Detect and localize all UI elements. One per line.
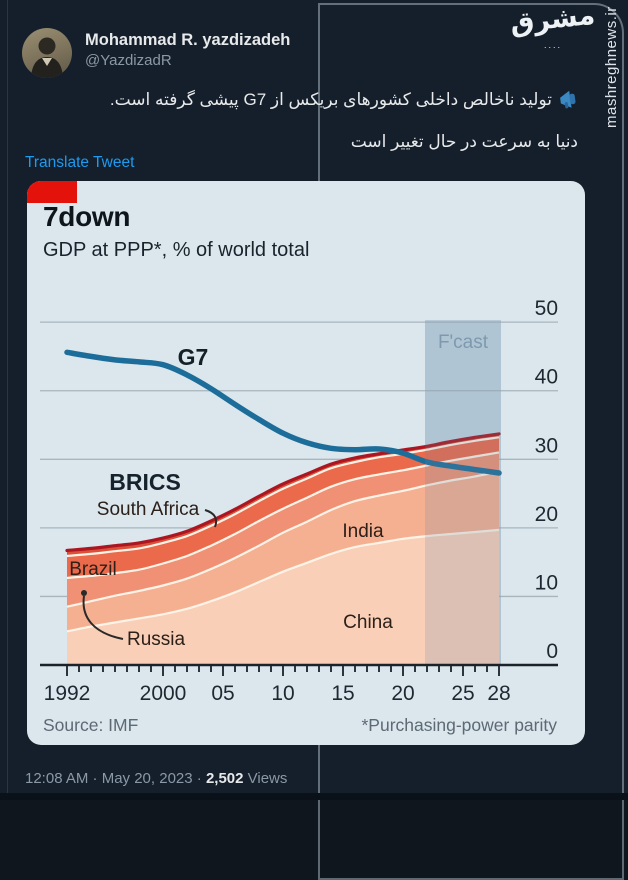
chart-title: 7down — [43, 201, 131, 232]
tweet-line-1: تولید ناخالص داخلی کشورهای بریکس از G7 پ… — [25, 88, 578, 116]
svg-text:Russia: Russia — [127, 629, 186, 650]
mashregh-logo: مشرق — [508, 0, 597, 39]
economist-red-tab — [27, 181, 77, 203]
svg-text:40: 40 — [535, 366, 558, 389]
screenshot-left-edge — [7, 0, 8, 800]
svg-text:China: China — [343, 612, 393, 633]
tweet-line-2: دنیا به سرعت در حال تغییر است — [350, 132, 578, 151]
svg-text:0: 0 — [546, 640, 558, 663]
svg-text:28: 28 — [487, 682, 510, 705]
chart-footnote: *Purchasing-power parity — [361, 715, 557, 735]
mashregh-logo-dots: .... — [543, 40, 562, 50]
chart-subtitle: GDP at PPP*, % of world total — [43, 239, 310, 261]
svg-text:30: 30 — [535, 434, 558, 457]
svg-text:50: 50 — [535, 297, 558, 320]
svg-text:25: 25 — [451, 682, 474, 705]
avatar-photo — [31, 37, 63, 78]
svg-text:Brazil: Brazil — [69, 559, 117, 580]
svg-text:10: 10 — [271, 682, 294, 705]
tweet-text: تولید ناخالص داخلی کشورهای بریکس از G7 پ… — [25, 88, 578, 168]
avatar[interactable] — [22, 28, 72, 78]
chart-plot: 0 10 20 30 40 50 1992 2000 05 10 15 20 25 28 F'cast G7 B… — [40, 297, 558, 705]
tweet-timestamp: 12:08 AM · May 20, 2023 · 2,502 Views — [25, 770, 288, 787]
chart-source: Source: IMF — [43, 715, 139, 735]
megaphone-icon — [559, 90, 578, 116]
svg-text:05: 05 — [211, 682, 234, 705]
watermark-site-text: mashreghnews.ir — [603, 6, 620, 128]
author-name[interactable]: Mohammad R. yazdizadeh — [85, 31, 291, 49]
screenshot-bottom-edge — [0, 793, 628, 800]
svg-text:South Africa: South Africa — [97, 499, 200, 520]
svg-text:20: 20 — [535, 503, 558, 526]
svg-text:2000: 2000 — [140, 682, 187, 705]
svg-text:1992: 1992 — [44, 682, 91, 705]
svg-text:20: 20 — [391, 682, 414, 705]
svg-text:G7: G7 — [178, 344, 209, 370]
svg-text:F'cast: F'cast — [438, 332, 489, 353]
translate-tweet-link[interactable]: Translate Tweet — [25, 154, 135, 171]
tweet-image-chart[interactable]: 0 10 20 30 40 50 1992 2000 05 10 15 20 25 28 F'cast G7 B… — [27, 181, 585, 745]
svg-text:India: India — [342, 521, 384, 542]
svg-text:BRICS: BRICS — [109, 469, 181, 495]
svg-text:15: 15 — [331, 682, 354, 705]
views-count: 2,502 — [205, 770, 244, 787]
svg-text:10: 10 — [535, 571, 558, 594]
author-handle[interactable]: @YazdizadR — [85, 52, 172, 69]
